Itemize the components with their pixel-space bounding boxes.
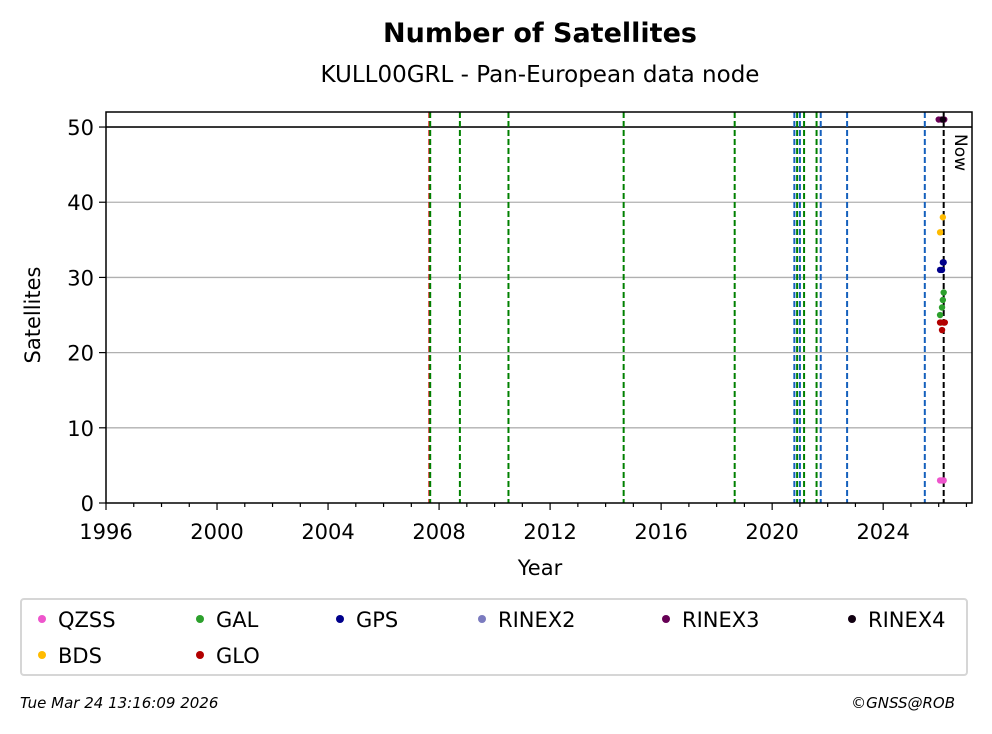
legend-item-bds: BDS (38, 644, 102, 668)
legend-label: BDS (58, 644, 102, 668)
y-tick-label: 40 (67, 191, 94, 215)
legend-item-rinex2: RINEX2 (478, 608, 576, 632)
data-point-gal (938, 304, 946, 311)
data-point-glo (938, 326, 946, 334)
legend-item-glo: GLO (196, 644, 260, 668)
legend-marker (848, 615, 856, 623)
chart-subtitle: KULL00GRL - Pan-European data node (321, 62, 760, 88)
legend-marker (38, 615, 46, 623)
legend-label: RINEX3 (682, 608, 760, 632)
data-point-gal (939, 296, 947, 304)
data-point-bds (939, 214, 947, 221)
y-tick-label: 0 (81, 492, 94, 516)
x-tick-label: 2016 (634, 520, 687, 544)
data-point-rinex4 (939, 116, 947, 123)
data-point-gal (936, 311, 944, 319)
legend-label: GPS (356, 608, 399, 632)
legend-item-qzss: QZSS (38, 608, 116, 632)
chart-title: Number of Satellites (383, 18, 697, 49)
data-point-qzss (940, 477, 947, 484)
footer-credit: ©GNSS@ROB (851, 694, 955, 712)
legend-label: RINEX2 (498, 608, 576, 632)
plot-frame (105, 111, 973, 504)
y-tick-label: 10 (67, 417, 94, 441)
x-tick-label: 1996 (79, 520, 132, 544)
legend-marker (196, 615, 204, 623)
legend-marker (336, 615, 344, 623)
legend-label: GLO (216, 644, 260, 668)
legend-item-rinex4: RINEX4 (848, 608, 946, 632)
y-axis-label: Satellites (21, 267, 45, 364)
legend-label: RINEX4 (868, 608, 946, 632)
legend-marker (662, 615, 670, 623)
legend-label: GAL (216, 608, 259, 632)
data-point-gps (940, 259, 947, 266)
x-axis-label: Year (517, 556, 563, 580)
data-point-glo (941, 319, 948, 326)
legend-item-rinex3: RINEX3 (662, 608, 760, 632)
legend-item-gal: GAL (196, 608, 258, 632)
legend-label: QZSS (58, 608, 116, 632)
x-tick-label: 2024 (856, 520, 909, 544)
y-tick-label: 20 (67, 342, 94, 366)
x-tick-label: 2012 (523, 520, 576, 544)
legend-marker (196, 651, 204, 659)
data-point-gal (940, 289, 947, 296)
y-tick-label: 30 (67, 266, 94, 290)
x-tick-label: 2008 (412, 520, 465, 544)
x-tick-label: 2000 (190, 520, 243, 544)
x-tick-label: 2020 (745, 520, 798, 544)
legend: QZSS GAL GPS RINEX2 RINEX3 RINEX4 BDS GLO (20, 598, 968, 676)
legend-marker (478, 615, 486, 623)
y-tick-label: 50 (67, 116, 94, 140)
data-point-gps (938, 266, 946, 274)
legend-marker (38, 651, 46, 659)
x-tick-label: 2004 (301, 520, 354, 544)
footer-timestamp: Tue Mar 24 13:16:09 2026 (20, 694, 219, 712)
chart: Number of Satellites KULL00GRL - Pan-Eur… (21, 18, 973, 580)
data-point-bds (936, 229, 944, 236)
now-label: Now (950, 134, 970, 171)
legend-item-gps: GPS (336, 608, 398, 632)
